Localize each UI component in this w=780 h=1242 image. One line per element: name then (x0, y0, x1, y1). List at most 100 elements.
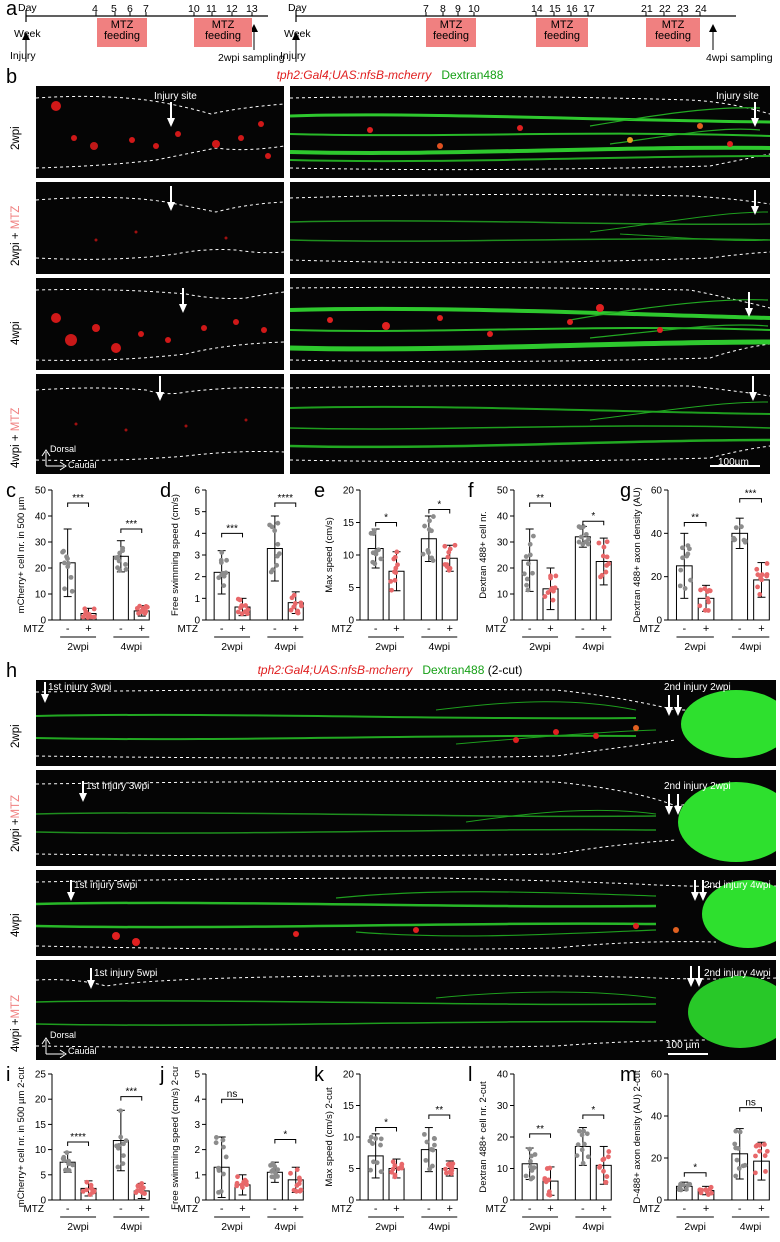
data-point (737, 1129, 743, 1135)
y-tick-label: 10 (497, 1164, 509, 1175)
mtz-axis-label: MTZ (485, 1204, 506, 1215)
micrograph-b-right-3 (290, 278, 770, 370)
data-point (244, 1182, 250, 1188)
data-point (740, 1163, 746, 1169)
data-point (586, 536, 592, 542)
y-axis-label: Dextran 488+ axon density (AU) (632, 487, 643, 622)
significance-label: *** (745, 489, 757, 500)
data-point (235, 1174, 240, 1180)
chart-j: 0 1 2 3 4 5 Free swimming speed (cm/s) 2-cut - +… (170, 1066, 304, 1233)
data-point (736, 1165, 742, 1171)
data-point (272, 528, 278, 534)
x-tick-label: + (139, 623, 145, 635)
dorsal-label: Dorsal (50, 1030, 77, 1040)
data-point (579, 1147, 585, 1153)
data-point (68, 574, 74, 580)
mtz-axis-label: MTZ (639, 624, 660, 635)
x-tick-label: - (220, 1203, 224, 1215)
data-point (604, 1174, 610, 1179)
scale-bar-label: 100 µm (666, 1040, 700, 1051)
data-point (135, 1183, 141, 1189)
mtz-feeding-box: MTZ feeding (536, 18, 588, 47)
data-point (378, 1169, 384, 1175)
data-point (732, 537, 738, 542)
data-point (288, 1170, 293, 1176)
data-point (755, 584, 760, 590)
data-point (275, 520, 281, 526)
data-point (69, 588, 75, 594)
mtz-feeding-box: MTZ feeding (646, 18, 700, 47)
group-label: 2wpi (684, 1221, 706, 1233)
data-point (213, 1135, 219, 1140)
y-tick-label: 10 (343, 551, 355, 562)
timeline-right-tick: 9 (455, 3, 461, 15)
first-injury-label: 1st injury 3wpi (48, 682, 112, 693)
significance-label: * (384, 513, 388, 524)
panel-letter-l: l (468, 1064, 473, 1086)
x-tick-label: + (293, 1203, 299, 1215)
significance-bracket (739, 1107, 762, 1112)
x-tick-label: - (374, 1203, 378, 1215)
caudal-label: Caudal (68, 1046, 97, 1056)
second-injury-label: 2nd injury 4wpi (704, 880, 771, 891)
data-point (378, 1142, 383, 1148)
significance-bracket (120, 1096, 143, 1101)
data-point (528, 1158, 533, 1164)
data-point (524, 576, 530, 582)
data-point (528, 1164, 533, 1170)
data-point (682, 586, 688, 591)
data-point (553, 573, 559, 579)
data-point (688, 577, 693, 583)
data-point (269, 1174, 275, 1180)
y-axis-label: Free swimming speed (cm/s) (170, 494, 181, 616)
data-point (276, 551, 282, 557)
x-tick-label: - (427, 623, 431, 635)
x-tick-label: + (239, 623, 245, 635)
y-tick-label: 40 (651, 1112, 663, 1123)
panel-letter-d: d (160, 480, 172, 502)
data-point (114, 1143, 119, 1149)
y-tick-label: 20 (35, 1095, 47, 1106)
data-point (84, 1179, 90, 1185)
arrow-down-icon (751, 190, 759, 215)
group-label: 2wpi (375, 641, 397, 653)
x-tick-label: + (547, 623, 553, 635)
data-point (142, 610, 148, 616)
data-point (390, 1159, 396, 1165)
x-tick-label: + (139, 1203, 145, 1215)
timeline-right-tick: 21 (641, 3, 653, 15)
group-label: 4wpi (428, 641, 450, 653)
data-point (734, 1157, 740, 1163)
data-point (123, 1138, 129, 1143)
data-point (235, 596, 241, 602)
significance-bracket (375, 522, 398, 527)
data-point (733, 1173, 739, 1179)
timeline-right-tick: 17 (583, 3, 595, 15)
data-point (601, 544, 607, 550)
y-tick-label: 0 (502, 616, 508, 627)
data-point (220, 1137, 226, 1143)
data-point (288, 607, 294, 613)
data-point (687, 1181, 693, 1187)
first-injury-label: 1st injury 3wpi (86, 781, 150, 792)
data-point (91, 606, 97, 612)
significance-bracket (683, 522, 707, 527)
group-label: 2wpi (221, 1221, 243, 1233)
data-point (443, 1166, 448, 1172)
data-point (698, 587, 703, 593)
data-point (139, 1181, 145, 1186)
y-tick-label: 0 (656, 1196, 662, 1207)
data-point (429, 1146, 434, 1152)
data-point (388, 579, 394, 584)
data-point (678, 1181, 683, 1187)
group-label: 2wpi (529, 1221, 551, 1233)
y-tick-label: 5 (194, 1070, 200, 1081)
micrograph-b-right-1 (290, 86, 770, 178)
data-point (542, 1176, 548, 1181)
y-tick-label: 20 (651, 572, 663, 583)
significance-bracket (375, 1127, 398, 1132)
y-tick-label: 0 (40, 1196, 46, 1207)
data-point (221, 1171, 226, 1177)
arrow-down-icon (87, 968, 95, 989)
data-point (134, 605, 140, 611)
